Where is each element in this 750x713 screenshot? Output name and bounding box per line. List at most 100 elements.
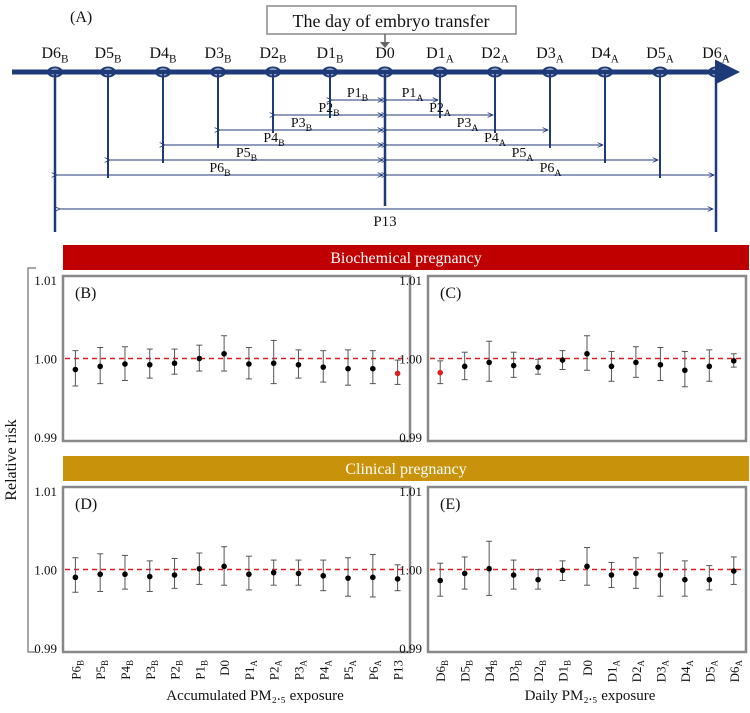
point-estimate [370,574,376,581]
day-marker [487,66,503,78]
transfer-day-title: The day of embryo transfer [293,11,490,31]
estimate-d2b [535,358,542,375]
estimate-p6a [369,350,376,385]
x-tick-label: P4B [118,660,135,680]
estimate-d2b [535,569,542,590]
period-label-p6a: P6A [540,161,562,179]
point-estimate [584,350,590,357]
estimate-d5a [706,349,713,382]
period-label-p4b: P4B [263,131,285,149]
x-tick-label: P1B [192,660,209,680]
x-tick-label: D0 [217,660,232,676]
estimate-p4a [320,350,327,383]
point-estimate [146,361,153,368]
estimate-d3a [657,347,664,381]
point-estimate [633,359,639,366]
estimate-d0 [584,335,590,371]
point-estimate [221,350,227,357]
x-tick-label: D6B [433,660,450,682]
period-label-p2a: P2A [429,101,451,119]
y-tick-label: 1.00 [399,352,422,367]
period-label-p2b: P2B [318,101,340,119]
x-tick-label: P5A [341,660,358,681]
x-tick-label: P13 [391,660,406,680]
period-label-p6b: P6B [209,161,231,179]
point-estimate [345,365,351,372]
point-estimate [608,363,615,370]
point-estimate [682,576,688,583]
x-tick-label: P2B [168,660,185,680]
point-estimate [320,572,327,579]
day-marker [652,66,668,78]
estimate-p1a [245,555,252,591]
day-label-d2b: D2B [259,45,286,65]
estimate-p4a [320,559,327,592]
day-label-d5b: D5B [94,45,121,65]
y-tick-label: 1.00 [34,352,57,367]
charts: (B) 0.99 1.00 1.01 (C) 0.99 1.00 1.01 (D) 0.99 1.0… [34,273,748,683]
point-estimate [394,576,401,582]
x-tick-label: D5B [458,660,475,682]
panel-label: (B) [75,285,96,302]
day-label-d3a: D3A [536,45,564,65]
point-estimate [72,574,79,581]
chart-panel-d: (D) 0.99 1.00 1.01 P6B P5B P4B P3B P2B P1B D0 P1A P2… [34,484,412,681]
biochemical-band [63,245,749,270]
point-estimate [72,366,79,373]
point-estimate [510,572,517,578]
day-label-d1b: D1B [316,45,343,65]
estimate-d6a [730,353,737,368]
y-tick-label: 1.01 [399,484,422,499]
estimate-p4b [121,554,128,590]
estimate-d2a [632,557,639,589]
point-estimate [535,576,541,583]
x-tick-label: P3A [291,660,308,681]
point-estimate [246,361,252,367]
estimate-d3a [657,552,664,597]
total-period: P13 [60,209,713,230]
day-marker [265,66,281,78]
panel-label: (E) [440,496,460,513]
y-axis-bracket [27,267,36,653]
estimate-p1b [196,552,203,585]
estimate-d0 [221,546,228,586]
estimate-p4b [121,346,128,381]
day-marker [322,66,338,78]
point-estimate [394,370,401,377]
transfer-day-pointer-head [380,42,390,48]
day-marker [597,66,613,78]
day-marker [210,66,226,78]
point-estimate [196,565,203,572]
x-tick-label: D1A [604,660,621,683]
point-estimate [146,573,153,580]
point-estimate [730,358,737,364]
day-marker [47,66,63,78]
timeline-days: D6B D5B D4B D3B D2B D1B D0 D1A D2A D3A D4A D5A D6A [41,45,730,232]
point-estimate [97,363,103,370]
transfer-day-box [266,5,517,35]
day-label-d0: D0 [375,45,395,62]
point-estimate [657,572,664,578]
estimate-p3b [146,560,153,592]
estimate-d2a [632,346,639,378]
point-estimate [633,570,639,577]
day-marker [377,66,393,78]
period-label-p5b: P5B [236,146,258,164]
day-label-d1a: D1A [426,45,454,65]
estimate-d5b [461,351,468,381]
y-tick-label: 1.01 [34,484,57,499]
point-estimate [97,571,103,578]
y-tick-label: 0.99 [399,430,422,445]
period-label-p5a: P5A [512,146,534,164]
x-tick-label: D3A [653,660,670,683]
point-estimate [486,359,492,366]
point-estimate [295,361,302,368]
estimate-p3b [146,348,153,379]
y-tick-label: 0.99 [399,641,422,656]
estimate-d5a [706,565,713,591]
panel-label: (C) [440,285,461,302]
estimate-p13 [394,564,401,592]
point-estimate [584,563,590,570]
estimate-p5a [345,557,352,597]
